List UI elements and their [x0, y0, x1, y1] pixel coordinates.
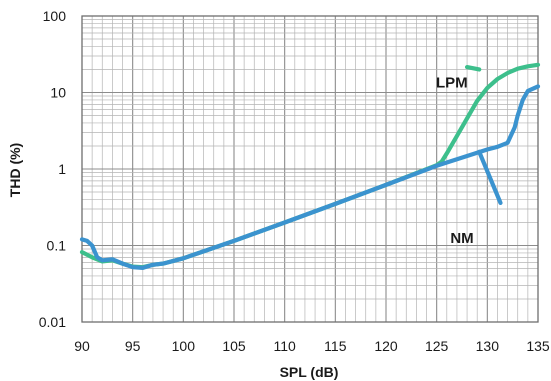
y-tick-label: 0.01	[39, 314, 66, 330]
y-tick-label: 1	[58, 161, 66, 177]
x-tick-label: 135	[526, 338, 550, 354]
x-tick-label: 125	[425, 338, 449, 354]
plot-frame	[81, 15, 539, 323]
y-tick-label: 100	[43, 8, 67, 24]
series-label-lpm: LPM	[436, 74, 468, 91]
x-tick-label: 115	[324, 338, 347, 354]
series-line-nm	[79, 84, 541, 270]
chart-grid	[82, 16, 538, 322]
x-tick-label: 110	[274, 338, 297, 354]
x-tick-label: 100	[172, 338, 196, 354]
x-axis-title: SPL (dB)	[280, 364, 339, 380]
x-axis-ticks: 90 95 100 105 110 115 120 125 130 135	[74, 338, 550, 354]
x-tick-label: 130	[476, 338, 500, 354]
x-tick-label: 105	[222, 338, 246, 354]
series-label-layer: LPM NM	[436, 74, 474, 246]
plot-border	[81, 15, 539, 323]
y-tick-label: 0.1	[47, 238, 67, 254]
series-pointer-nm	[477, 149, 503, 206]
y-axis-ticks: 0.01 0.1 1 10 100	[39, 8, 66, 330]
x-tick-label: 120	[374, 338, 398, 354]
y-tick-label: 10	[50, 85, 66, 101]
series-label-nm: NM	[450, 230, 473, 247]
series-pointer-lpm	[464, 64, 482, 72]
y-axis-title: THD (%)	[7, 143, 23, 197]
series-layer	[79, 62, 541, 270]
x-tick-label: 90	[74, 338, 90, 354]
x-tick-label: 95	[125, 338, 141, 354]
